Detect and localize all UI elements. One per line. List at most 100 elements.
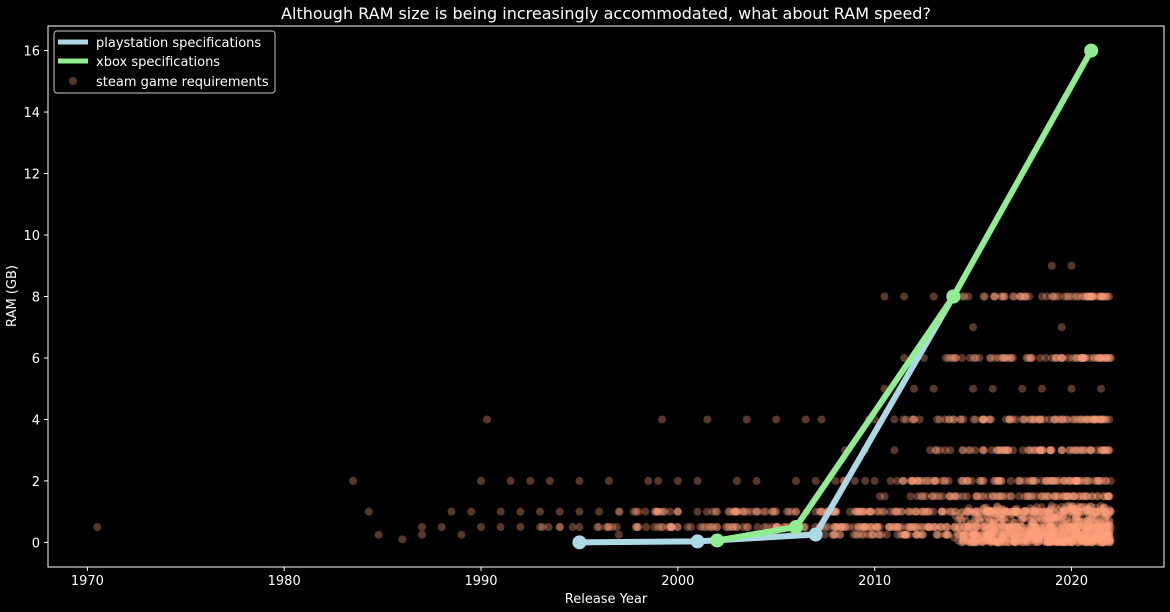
steam-point [1034, 415, 1043, 424]
steam-point [944, 530, 953, 539]
steam-point [982, 536, 991, 545]
steam-point [1015, 531, 1024, 540]
steam-point [917, 492, 926, 501]
steam-point [729, 523, 738, 532]
steam-point [1099, 492, 1108, 501]
steam-point [1032, 526, 1041, 535]
steam-point [1102, 476, 1111, 485]
steam-point [970, 530, 979, 539]
steam-point [1045, 415, 1054, 424]
steam-point [901, 530, 910, 539]
steam-point [1002, 538, 1011, 547]
steam-point [1045, 492, 1054, 501]
steam-point [1045, 524, 1054, 533]
steam-point [1037, 528, 1046, 537]
steam-point [1034, 538, 1043, 547]
steam-point [962, 517, 971, 526]
steam-point [976, 518, 985, 527]
steam-point [1088, 511, 1097, 520]
steam-point [1014, 530, 1023, 539]
steam-point [1035, 446, 1044, 455]
steam-point [1051, 292, 1060, 301]
steam-point [1105, 533, 1114, 542]
steam-point [1075, 492, 1084, 501]
steam-point [865, 507, 874, 516]
steam-point [731, 507, 740, 516]
steam-point [1029, 476, 1038, 485]
steam-point [1093, 492, 1102, 501]
steam-point [1084, 292, 1093, 301]
steam-point [664, 523, 673, 532]
steam-point [1068, 505, 1077, 514]
steam-point [1077, 292, 1086, 301]
steam-point [970, 517, 979, 526]
steam-point [1063, 535, 1072, 544]
steam-point [918, 507, 927, 516]
steam-point [1071, 523, 1080, 532]
steam-point [884, 523, 893, 532]
steam-point [978, 537, 987, 546]
steam-point [1017, 515, 1026, 524]
steam-point [1015, 536, 1024, 545]
steam-point [933, 415, 942, 424]
steam-point [871, 523, 880, 532]
steam-point [1078, 502, 1087, 511]
steam-point [1078, 532, 1087, 541]
steam-point [945, 507, 954, 516]
steam-point [1006, 523, 1015, 532]
steam-point [1067, 384, 1076, 393]
steam-point [985, 353, 994, 362]
steam-point [1100, 507, 1109, 516]
steam-point [915, 415, 924, 424]
steam-point [988, 384, 997, 393]
steam-point [1020, 415, 1029, 424]
steam-point [945, 492, 954, 501]
steam-point [994, 446, 1003, 455]
steam-point [1015, 292, 1024, 301]
steam-point [965, 536, 974, 545]
steam-point [1034, 512, 1043, 521]
steam-point [991, 509, 1000, 518]
steam-point [1015, 537, 1024, 546]
steam-point [904, 530, 913, 539]
steam-point [701, 523, 710, 532]
steam-point [1088, 538, 1097, 547]
y-tick-label: 2 [32, 475, 40, 490]
steam-point [1011, 538, 1020, 547]
steam-point [917, 530, 926, 539]
steam-point [1058, 538, 1067, 547]
steam-point [1054, 292, 1063, 301]
steam-point [1046, 476, 1055, 485]
steam-point [1105, 353, 1114, 362]
steam-point [945, 492, 954, 501]
y-axis-label: RAM (GB) [5, 265, 20, 327]
steam-point [1039, 536, 1048, 545]
steam-point [1095, 507, 1104, 516]
legend-label-xbox: xbox specifications [96, 55, 220, 70]
steam-point [997, 476, 1006, 485]
steam-point [1069, 492, 1078, 501]
steam-point [1007, 492, 1016, 501]
steam-point [1106, 526, 1115, 535]
steam-point [997, 476, 1006, 485]
steam-point [1099, 523, 1108, 532]
steam-point [909, 523, 918, 532]
steam-point [907, 476, 916, 485]
steam-point [1098, 521, 1107, 530]
steam-point [1057, 537, 1066, 546]
steam-point [651, 507, 660, 516]
steam-point [998, 505, 1007, 514]
steam-point [724, 507, 733, 516]
steam-point [986, 506, 995, 515]
steam-point [1014, 507, 1023, 516]
steam-point [1023, 536, 1032, 545]
steam-point [956, 523, 965, 532]
steam-point [972, 523, 981, 532]
steam-point [1004, 525, 1013, 534]
steam-point [1091, 507, 1100, 516]
steam-point [1040, 521, 1049, 530]
steam-point [951, 492, 960, 501]
steam-point [917, 530, 926, 539]
steam-point [1044, 507, 1053, 516]
